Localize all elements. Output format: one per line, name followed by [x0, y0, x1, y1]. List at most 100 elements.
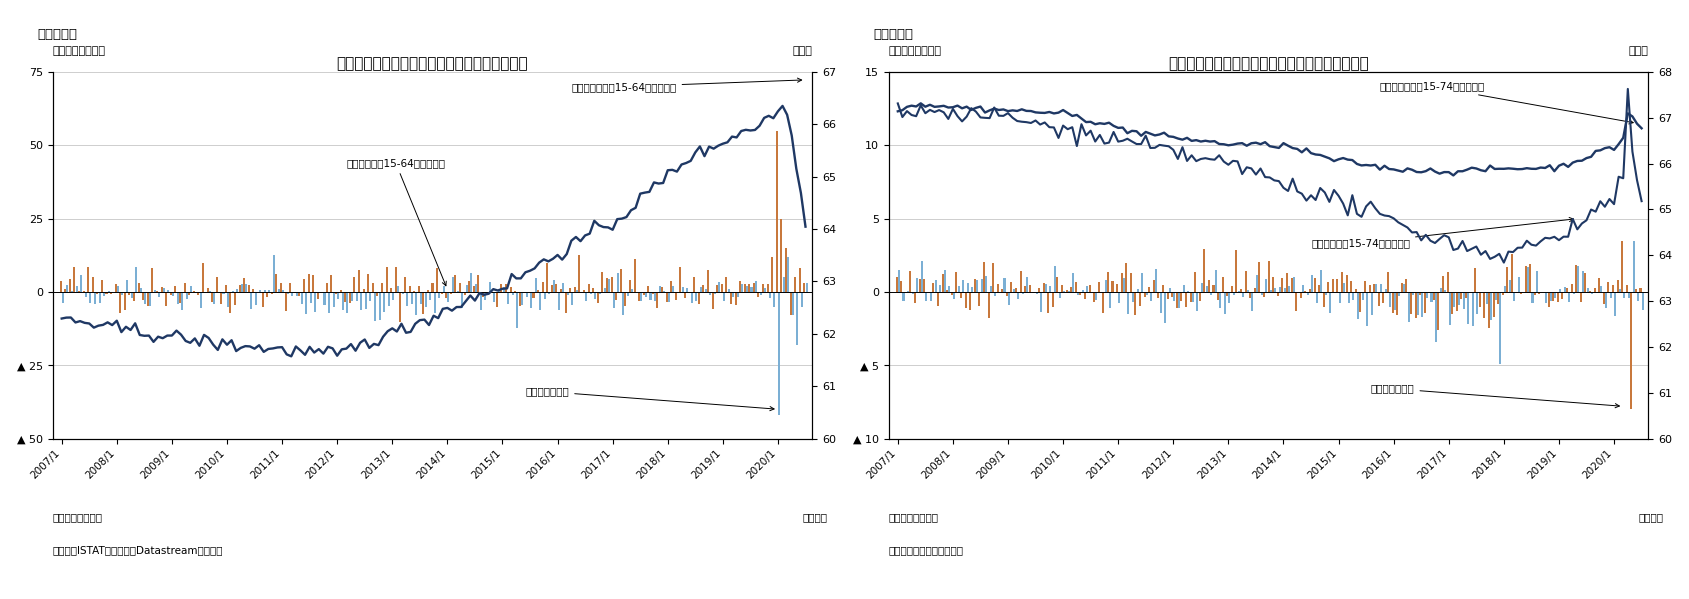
- Bar: [1495, 292, 1496, 300]
- Bar: [596, 292, 600, 303]
- Bar: [333, 292, 334, 307]
- Bar: [103, 292, 105, 296]
- Bar: [1067, 291, 1069, 292]
- Bar: [1071, 288, 1073, 292]
- Bar: [372, 283, 373, 292]
- Bar: [1132, 292, 1133, 301]
- Bar: [1603, 292, 1605, 304]
- Bar: [1375, 284, 1378, 292]
- Bar: [1481, 292, 1483, 294]
- Bar: [187, 292, 191, 295]
- Bar: [1078, 292, 1079, 295]
- Bar: [1189, 292, 1191, 302]
- Bar: [145, 292, 147, 304]
- Bar: [1444, 290, 1446, 292]
- Bar: [578, 255, 581, 292]
- Bar: [267, 292, 269, 297]
- Bar: [551, 285, 552, 292]
- Bar: [294, 292, 296, 293]
- Bar: [944, 270, 946, 292]
- Bar: [792, 292, 794, 316]
- Bar: [365, 292, 367, 309]
- Bar: [1040, 292, 1042, 312]
- Bar: [137, 283, 140, 292]
- Bar: [790, 292, 792, 316]
- Bar: [1474, 268, 1476, 292]
- Bar: [1608, 282, 1610, 292]
- Bar: [199, 292, 201, 308]
- Bar: [1093, 292, 1094, 302]
- Bar: [1353, 292, 1355, 300]
- Bar: [1079, 292, 1081, 295]
- Bar: [1225, 292, 1226, 314]
- Bar: [269, 289, 270, 292]
- Bar: [747, 286, 748, 292]
- Bar: [1253, 288, 1257, 292]
- Bar: [334, 292, 338, 294]
- Bar: [679, 267, 681, 292]
- Bar: [1339, 292, 1341, 303]
- Bar: [363, 289, 365, 292]
- Bar: [405, 292, 409, 305]
- Bar: [907, 291, 909, 292]
- Bar: [557, 292, 559, 310]
- Bar: [1640, 288, 1642, 292]
- Bar: [404, 277, 405, 292]
- Bar: [956, 272, 958, 292]
- Bar: [1150, 292, 1152, 301]
- Bar: [275, 274, 277, 292]
- Bar: [1015, 288, 1017, 292]
- Bar: [584, 292, 588, 301]
- Bar: [615, 292, 616, 300]
- Bar: [324, 292, 326, 305]
- Bar: [519, 292, 520, 306]
- Bar: [350, 292, 351, 303]
- Bar: [1439, 288, 1442, 292]
- Bar: [924, 279, 926, 292]
- Bar: [1149, 287, 1150, 292]
- Bar: [1551, 292, 1552, 301]
- Bar: [546, 263, 549, 292]
- Bar: [721, 284, 723, 292]
- Bar: [1561, 292, 1564, 299]
- Text: （前月差、万人）: （前月差、万人）: [52, 46, 105, 56]
- Bar: [782, 277, 785, 292]
- Bar: [105, 292, 108, 294]
- Bar: [1186, 292, 1187, 307]
- Bar: [434, 292, 436, 313]
- Bar: [926, 292, 927, 301]
- Bar: [373, 292, 377, 320]
- Bar: [1554, 292, 1557, 298]
- Bar: [1348, 292, 1350, 302]
- Bar: [307, 274, 309, 292]
- Bar: [1397, 292, 1398, 315]
- Bar: [1451, 292, 1453, 314]
- Bar: [198, 292, 199, 295]
- Bar: [174, 286, 176, 292]
- Bar: [456, 291, 459, 292]
- Bar: [388, 292, 390, 306]
- Bar: [1616, 280, 1618, 292]
- Bar: [549, 292, 551, 294]
- Bar: [1272, 277, 1274, 292]
- Bar: [1442, 277, 1444, 292]
- Bar: [1054, 265, 1056, 292]
- Bar: [912, 292, 914, 294]
- Bar: [1137, 289, 1138, 292]
- Bar: [1398, 292, 1400, 295]
- Bar: [1532, 292, 1534, 303]
- Bar: [1187, 291, 1189, 292]
- Bar: [231, 291, 233, 292]
- Bar: [1145, 292, 1149, 295]
- Bar: [1611, 285, 1615, 292]
- Bar: [377, 292, 378, 296]
- Bar: [454, 276, 456, 292]
- Bar: [1336, 279, 1338, 292]
- Bar: [399, 292, 402, 322]
- Bar: [370, 292, 372, 301]
- Bar: [1486, 292, 1488, 304]
- Bar: [657, 292, 659, 308]
- Bar: [1355, 289, 1356, 292]
- Bar: [1125, 263, 1127, 292]
- Bar: [255, 292, 257, 304]
